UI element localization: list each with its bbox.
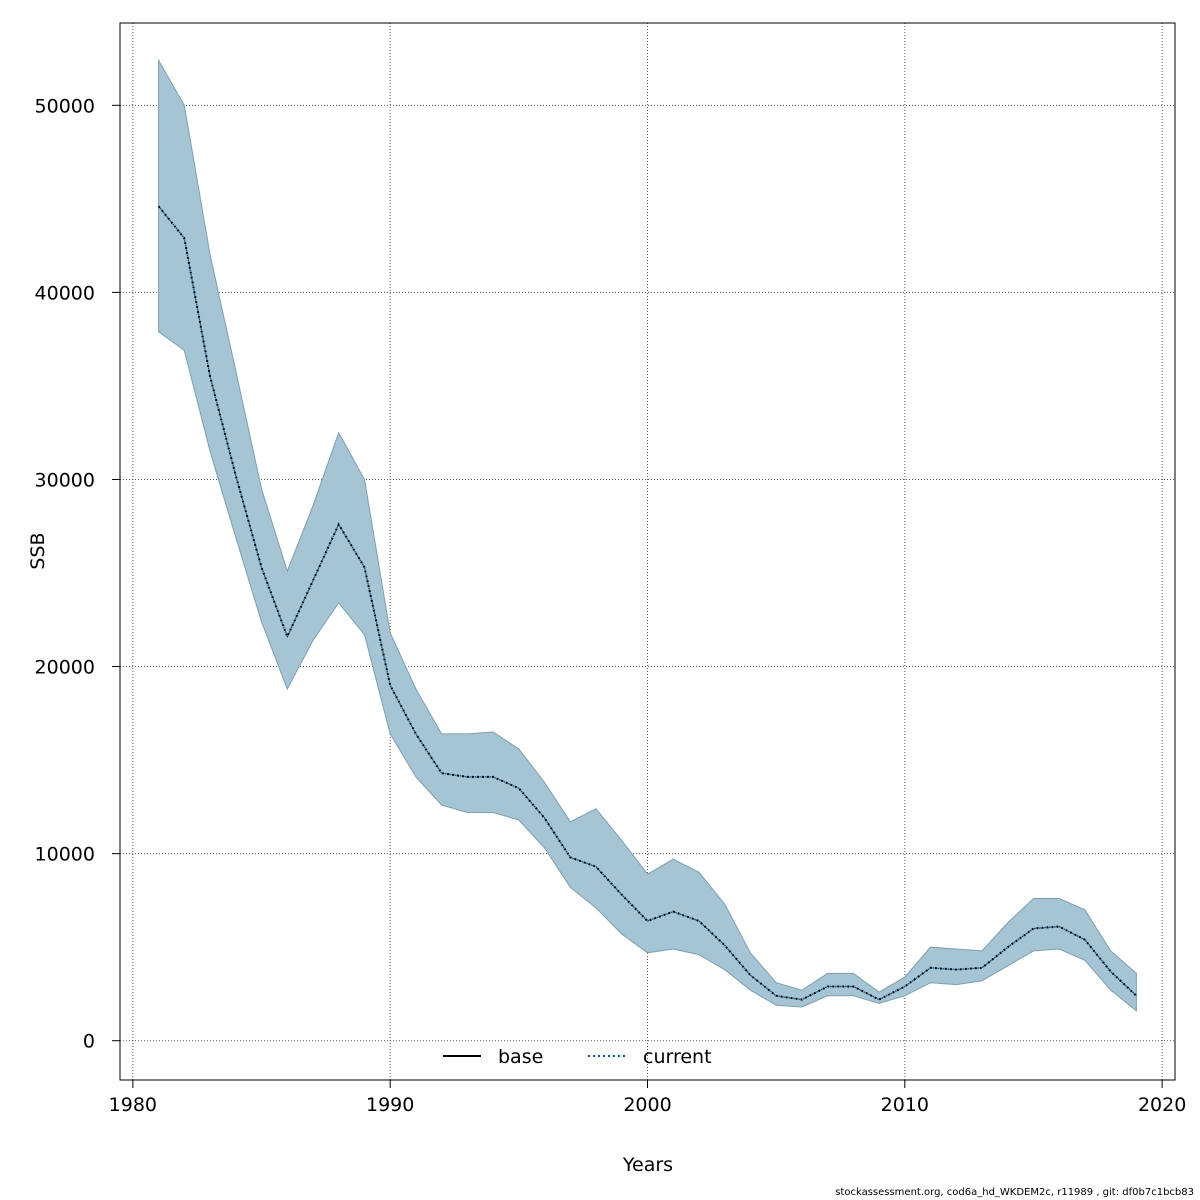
legend-label-base: base: [498, 1046, 543, 1068]
x-tick-label: 2010: [881, 1094, 929, 1116]
y-axis: 0 10000 20000 30000 40000 50000: [35, 95, 120, 1053]
x-tick-label: 1980: [109, 1094, 157, 1116]
y-tick-label: 10000: [35, 844, 95, 866]
confidence-band: [158, 58, 1137, 1012]
x-axis: 1980 1990 2000 2010 2020: [109, 1080, 1186, 1116]
x-tick-label: 2020: [1138, 1094, 1186, 1116]
y-axis-title: SSB: [27, 532, 49, 569]
x-axis-title: Years: [622, 1154, 673, 1176]
y-tick-label: 20000: [35, 657, 95, 679]
x-tick-label: 1990: [366, 1094, 414, 1116]
footer-credit: stockassessment.org, cod6a_hd_WKDEM2c, r…: [835, 1187, 1194, 1198]
series-line-current: [158, 205, 1137, 1001]
legend-label-current: current: [643, 1046, 712, 1068]
x-tick-label: 2000: [623, 1094, 671, 1116]
grid: [120, 23, 1175, 1080]
legend: base current: [443, 1046, 712, 1068]
series-line-base: [157, 205, 1138, 1001]
y-tick-label: 30000: [35, 469, 95, 491]
y-tick-label: 0: [83, 1031, 95, 1053]
y-tick-label: 50000: [35, 95, 95, 117]
y-tick-label: 40000: [35, 282, 95, 304]
